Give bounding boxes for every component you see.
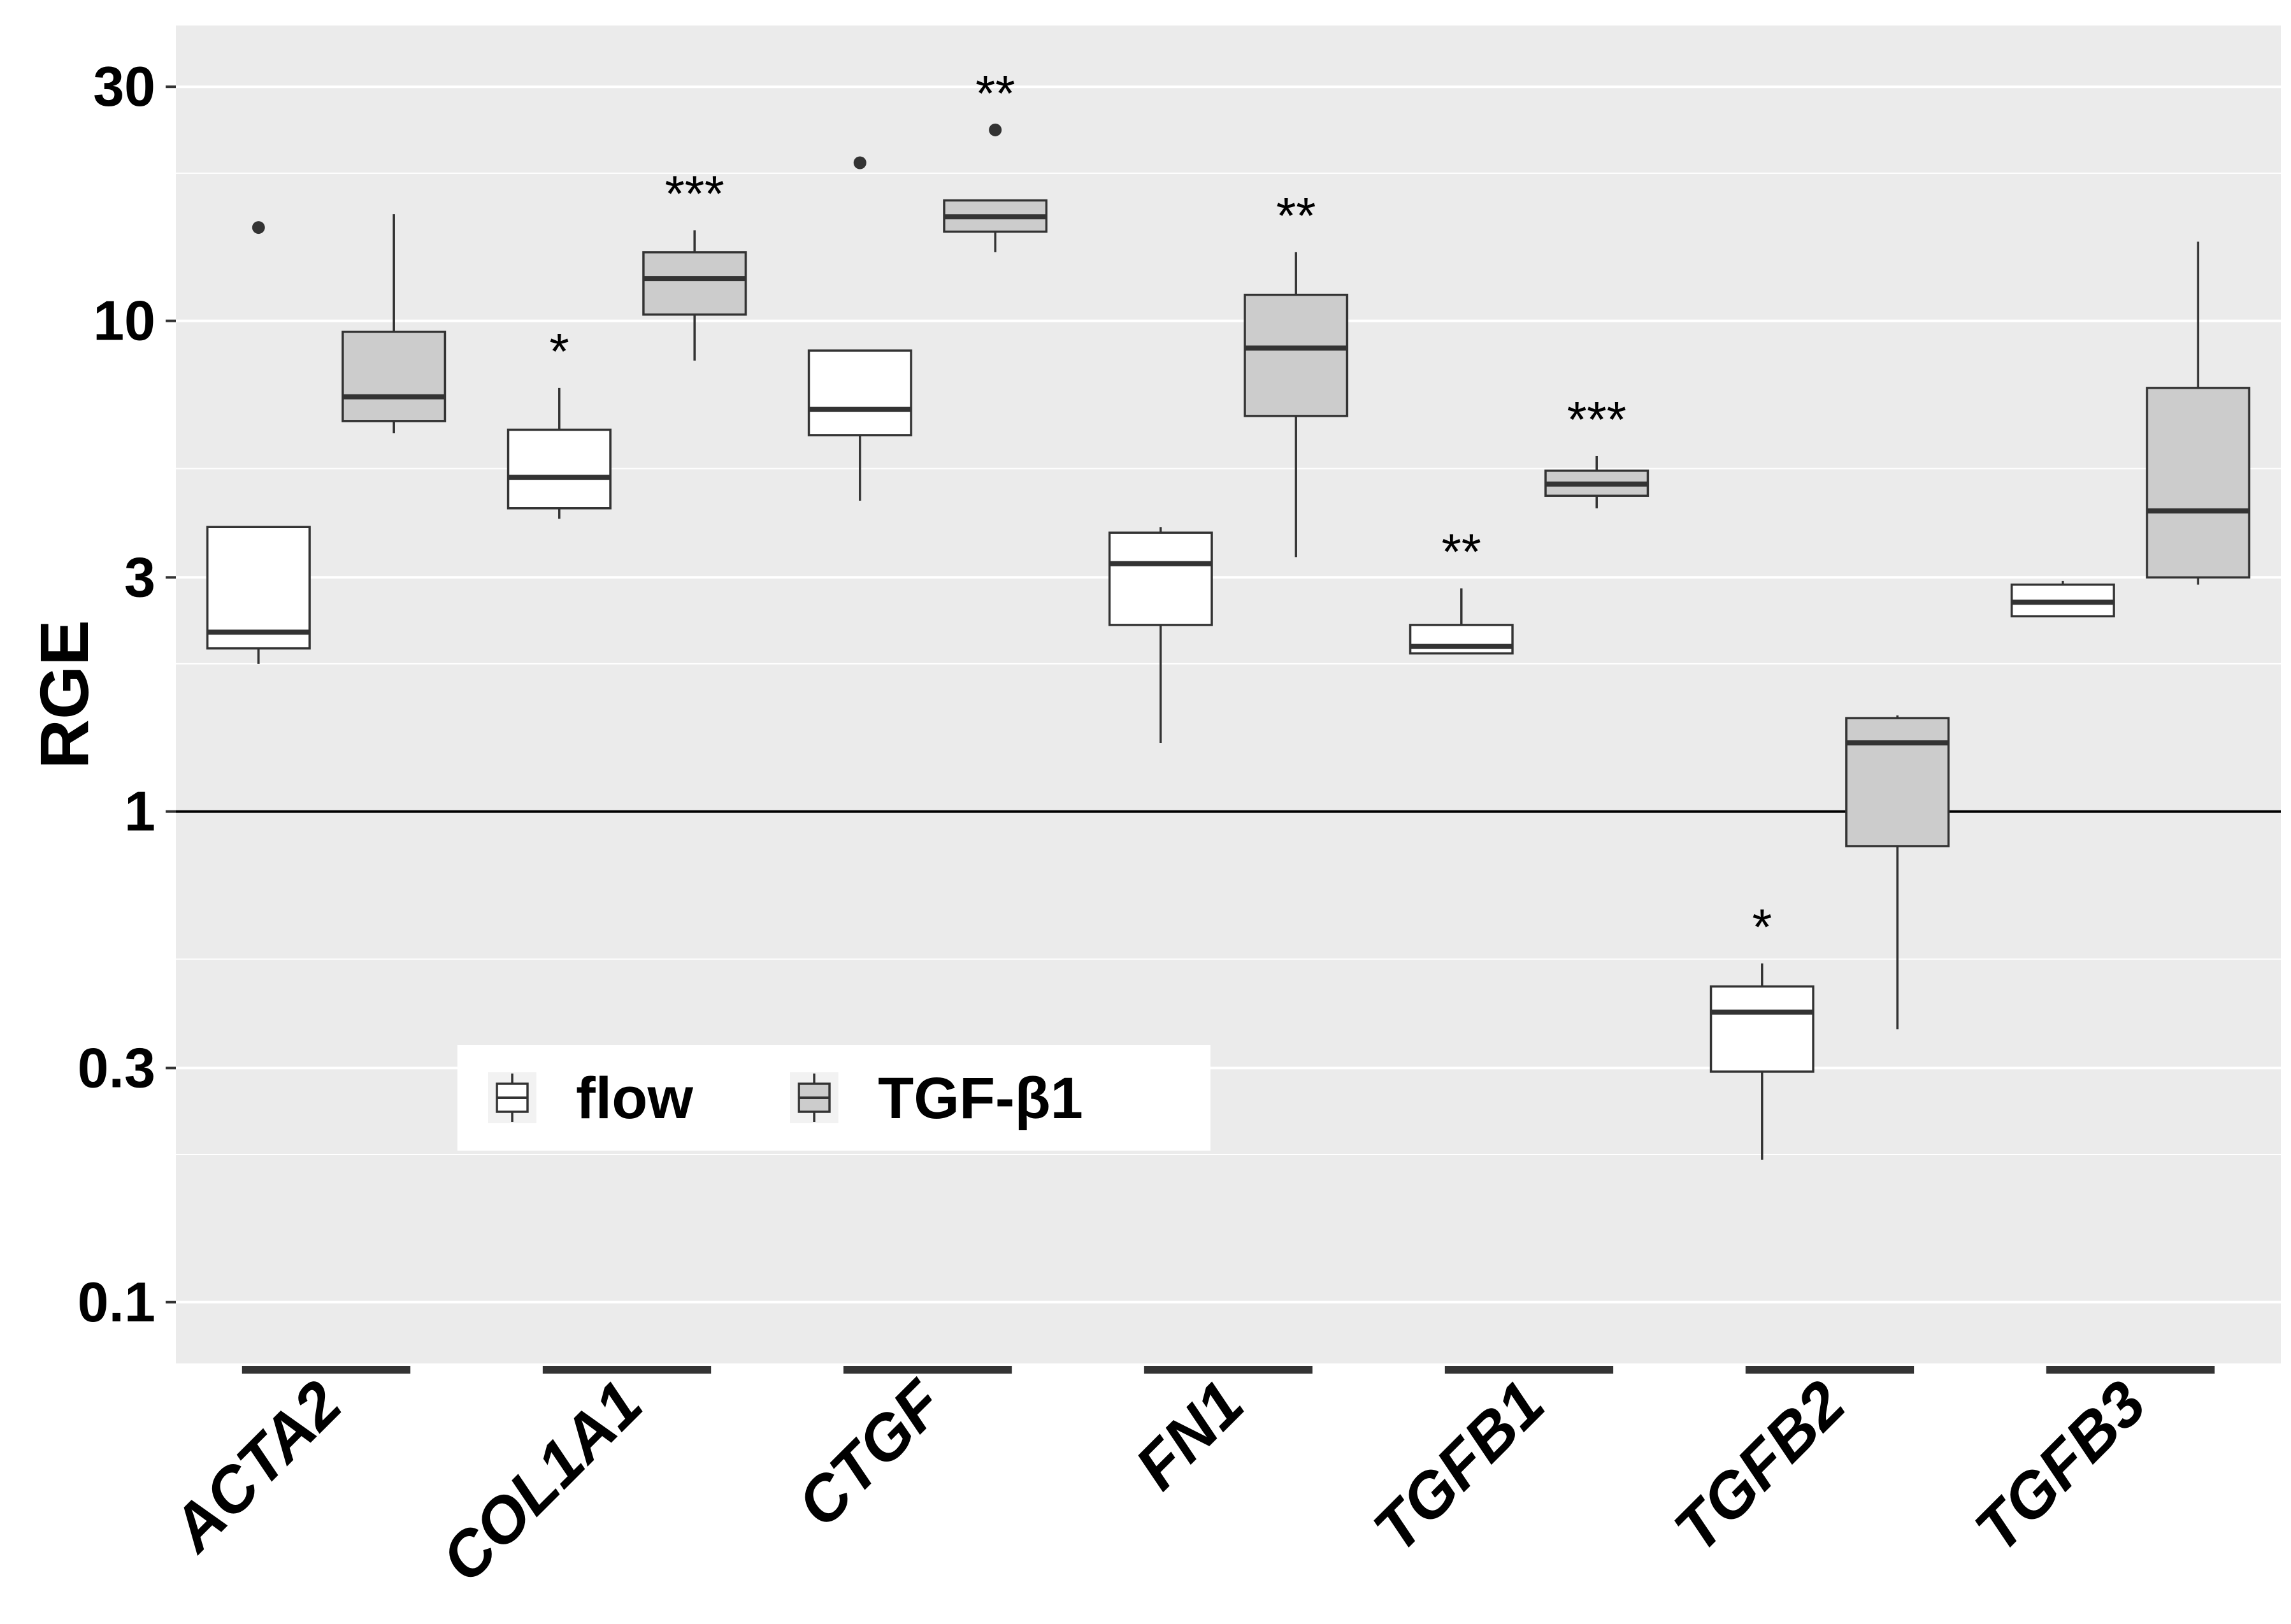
x-tick-label-tgfb3: TGFB3	[1962, 1367, 2160, 1565]
significance-col1a1-tgf: ***	[664, 165, 724, 222]
box-col1a1-flow	[506, 387, 612, 519]
box-body	[1845, 717, 1950, 847]
box-body	[506, 428, 612, 510]
x-axis: ACTA2 COL1A1 CTGF FN1 TGFB1 TGFB2 TGFB3	[157, 1366, 2160, 1595]
significance-labels: **************	[549, 65, 1772, 955]
x-tick-label-col1a1: COL1A1	[427, 1367, 656, 1595]
box-body	[1244, 294, 1349, 417]
x-tick-label-acta2: ACTA2	[157, 1367, 356, 1566]
box-body	[206, 526, 311, 650]
box-tgfb3-tgf	[2146, 241, 2251, 585]
significance-tgfb1-tgf: ***	[1567, 391, 1626, 448]
significance-tgfb1-flow: **	[1442, 523, 1481, 580]
y-axis-title: RGE	[25, 620, 103, 769]
box-body	[807, 349, 912, 436]
legend-entry-flow: flow	[488, 1066, 693, 1131]
box-body	[1409, 624, 1514, 655]
y-tick-label: 0.3	[78, 1036, 155, 1099]
box-body	[642, 251, 747, 316]
significance-tgfb2-flow: *	[1752, 898, 1772, 955]
box-tgfb2-tgf	[1845, 715, 1950, 1030]
significance-col1a1-flow: *	[549, 323, 569, 380]
box-body	[341, 331, 447, 422]
box-col1a1-tgf	[642, 230, 747, 361]
legend-entry-tgf: TGF-β1	[790, 1066, 1083, 1131]
x-tick-label-tgfb2: TGFB2	[1661, 1367, 1859, 1565]
box-ctgf-flow	[807, 156, 912, 501]
boxes	[206, 123, 2251, 1160]
y-tick-label: 30	[93, 55, 155, 118]
y-tick-label: 1	[124, 780, 155, 843]
box-tgfb1-flow	[1409, 588, 1514, 655]
legend: flow TGF-β1	[457, 1045, 1210, 1151]
x-tick-label-ctgf: CTGF	[784, 1366, 958, 1541]
y-tick-label: 10	[93, 289, 155, 352]
box-body	[2146, 387, 2251, 579]
box-ctgf-tgf	[943, 123, 1048, 252]
significance-ctgf-tgf: **	[975, 65, 1015, 122]
box-fn1-flow	[1108, 527, 1213, 743]
box-body	[1108, 531, 1213, 626]
box-tgfb1-tgf	[1544, 456, 1649, 508]
outlier-point	[252, 221, 265, 234]
box-body	[1709, 985, 1814, 1073]
outlier-point	[989, 123, 1002, 136]
box-tgfb2-flow	[1709, 963, 1814, 1160]
legend-label-flow: flow	[576, 1066, 693, 1131]
y-tick-label: 3	[124, 545, 155, 608]
x-tick-label-tgfb1: TGFB1	[1360, 1367, 1558, 1565]
outlier-point	[853, 156, 866, 169]
box-tgfb3-flow	[2010, 580, 2115, 618]
significance-fn1-tgf: **	[1276, 187, 1316, 244]
plot-panel	[176, 25, 2281, 1363]
y-axis: 30 10 3 1 0.3 0.1	[78, 55, 176, 1333]
box-fn1-tgf	[1244, 252, 1349, 557]
y-tick-label: 0.1	[78, 1270, 155, 1333]
legend-label-tgf: TGF-β1	[878, 1066, 1083, 1131]
box-acta2-flow	[206, 221, 311, 664]
box-acta2-tgf	[341, 214, 447, 434]
x-tick-label-fn1: FN1	[1122, 1367, 1258, 1503]
